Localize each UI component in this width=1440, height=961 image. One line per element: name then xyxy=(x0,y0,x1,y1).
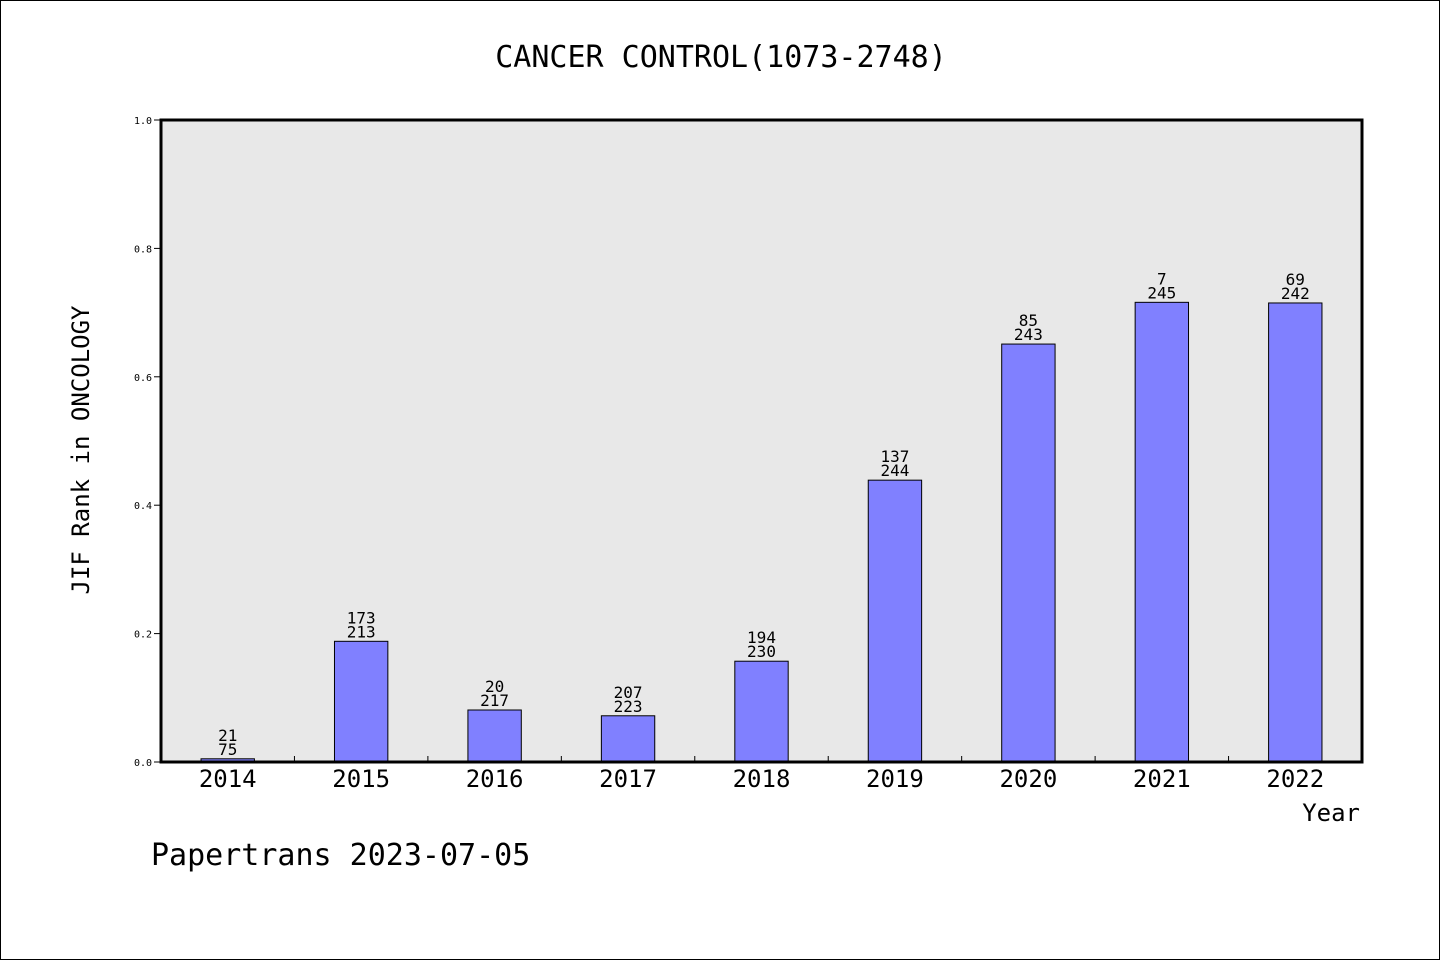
y-tick-label: 0.2 xyxy=(134,630,152,641)
bar-total-label: 213 xyxy=(347,622,376,641)
bar-rank-label: 20 xyxy=(485,677,504,696)
bar xyxy=(333,640,389,763)
bar-rank-label: 173 xyxy=(347,608,376,627)
bar-total-label: 242 xyxy=(1281,284,1310,303)
bar xyxy=(1134,301,1190,763)
bar-rank-label: 137 xyxy=(880,447,909,466)
bar-total-label: 223 xyxy=(614,697,643,716)
bar xyxy=(734,660,789,763)
bar-total-label: 230 xyxy=(747,642,776,661)
footer-credit: Papertrans 2023-07-05 xyxy=(151,838,530,873)
bar-rank-label: 7 xyxy=(1157,269,1167,288)
y-axis-label: JIF Rank in ONCOLOGY xyxy=(67,305,95,595)
bar xyxy=(467,709,522,763)
bar-rank-label: 85 xyxy=(1019,311,1038,330)
bar-total-label: 244 xyxy=(880,461,909,480)
y-tick-label: 0.0 xyxy=(134,758,152,769)
bar-rank-label: 69 xyxy=(1286,270,1305,289)
bar-rank-label: 207 xyxy=(614,683,643,702)
bar xyxy=(1001,343,1056,763)
x-axis: 2014 2015 2016 2017 2018 2019 2020 2021 2022 xyxy=(199,756,1324,793)
x-tick-label: 2014 xyxy=(199,765,257,793)
bar-total-label: 245 xyxy=(1147,283,1176,302)
bar-total-label: 75 xyxy=(218,740,237,759)
x-tick-label: 2022 xyxy=(1266,765,1324,793)
y-tick-label: 0.6 xyxy=(134,373,152,384)
x-tick-label: 2018 xyxy=(733,765,791,793)
y-tick-label: 0.4 xyxy=(134,501,152,512)
x-tick-label: 2020 xyxy=(999,765,1057,793)
x-tick-label: 2019 xyxy=(866,765,924,793)
y-axis: 0.0 0.2 0.4 0.6 0.8 1.0 xyxy=(134,116,161,769)
x-tick-label: 2021 xyxy=(1133,765,1191,793)
bar-total-label: 243 xyxy=(1014,325,1043,344)
x-axis-label: Year xyxy=(1302,799,1360,827)
bar xyxy=(867,479,923,763)
bar-rank-label: 21 xyxy=(218,726,237,745)
x-tick-label: 2017 xyxy=(599,765,657,793)
x-tick-label: 2015 xyxy=(332,765,390,793)
bar xyxy=(600,715,656,763)
chart-title: CANCER CONTROL(1073-2748) xyxy=(495,40,947,75)
bar-total-label: 217 xyxy=(480,691,509,710)
bar xyxy=(1268,302,1323,763)
plot-border xyxy=(159,118,1364,764)
y-tick-label: 0.8 xyxy=(134,244,152,255)
y-tick-label: 1.0 xyxy=(134,116,152,127)
bar-rank-label: 194 xyxy=(747,628,776,647)
x-tick-label: 2016 xyxy=(466,765,524,793)
